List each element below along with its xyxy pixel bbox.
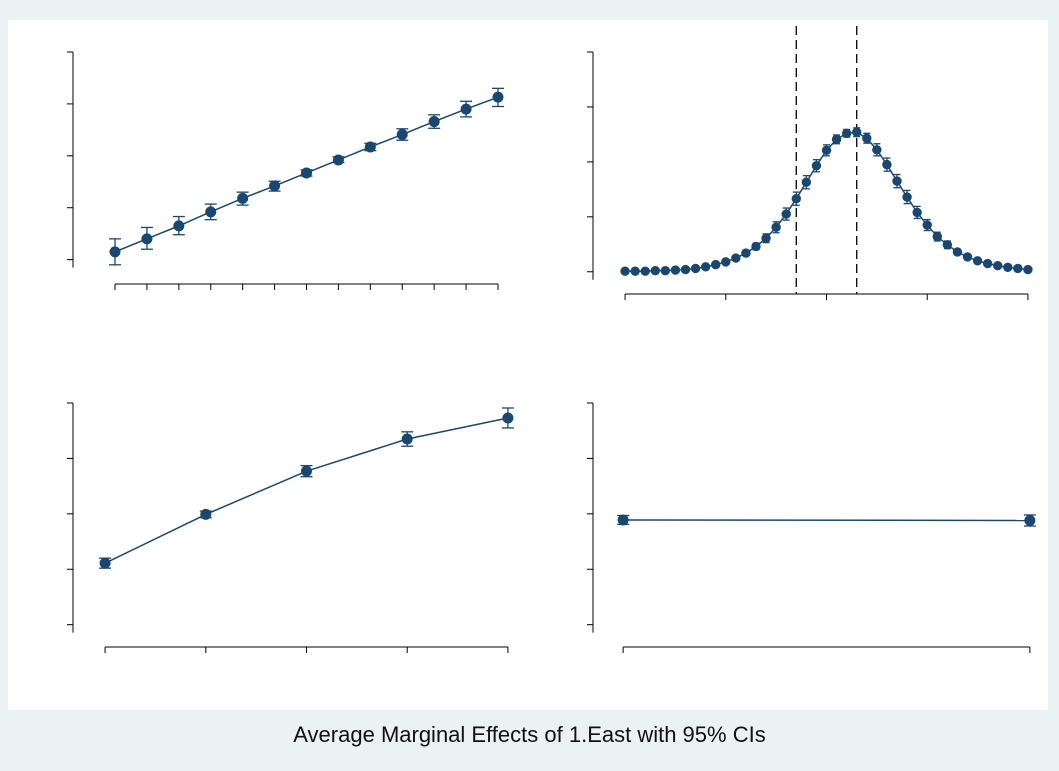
data-point [791,193,801,204]
data-point [401,433,413,445]
data-point [862,133,872,143]
data-point [1023,264,1033,275]
data-point [269,180,281,192]
data-point [205,206,217,218]
data-point [821,145,832,156]
data-point [237,192,249,204]
data-point [1003,262,1013,273]
data-point [200,508,212,520]
series-line [623,519,1030,522]
data-point [942,240,953,250]
data-point [741,248,751,258]
data-point [982,258,993,269]
data-point [972,256,983,266]
data-point [952,247,963,257]
data-point [660,265,671,276]
data-point [781,209,791,219]
data-point [771,222,781,232]
data-point [700,262,711,272]
data-point [731,253,741,263]
data-point [492,91,504,103]
data-point [680,264,691,275]
data-point [620,266,630,276]
data-point [396,129,408,141]
data-point [892,176,902,186]
data-point [670,265,681,275]
data-point [141,233,153,245]
data-point [852,127,862,137]
data-point [640,266,650,276]
data-point [872,145,882,155]
number-of-children-chart [67,402,514,653]
data-point [301,167,312,179]
data-point [99,557,111,569]
data-point [761,233,771,243]
data-point [841,128,852,139]
data-point [1024,514,1036,526]
data-point [811,161,822,171]
data-point [173,220,185,232]
data-point [1013,263,1023,274]
income-difference-panel [528,20,1048,375]
data-point [751,241,761,252]
income-difference-chart [587,26,1033,300]
data-point [882,159,892,170]
data-point [428,116,440,128]
series-line [104,417,509,564]
data-point [630,266,640,276]
data-point [617,514,629,526]
data-point [902,192,912,202]
data-point [690,263,701,274]
data-point [502,412,514,424]
religious-affiliation-panel [528,375,1048,710]
data-point [932,231,942,242]
figure-title: Average Marginal Effects of 1.East with … [293,722,766,747]
age-group-panel [8,20,528,375]
number-of-children-panel [8,375,528,710]
data-point [460,103,472,115]
data-point [912,207,922,218]
data-point [301,465,312,477]
data-point [721,257,731,267]
data-point [993,261,1003,271]
age-group-chart [67,51,504,290]
data-point [711,259,721,270]
data-point [922,220,932,230]
data-point [364,141,376,153]
data-point [332,154,344,166]
data-point [962,252,973,262]
data-point [801,177,812,187]
data-point [831,134,842,145]
religious-affiliation-chart [587,402,1036,653]
data-point [109,246,121,258]
data-point [650,265,660,276]
